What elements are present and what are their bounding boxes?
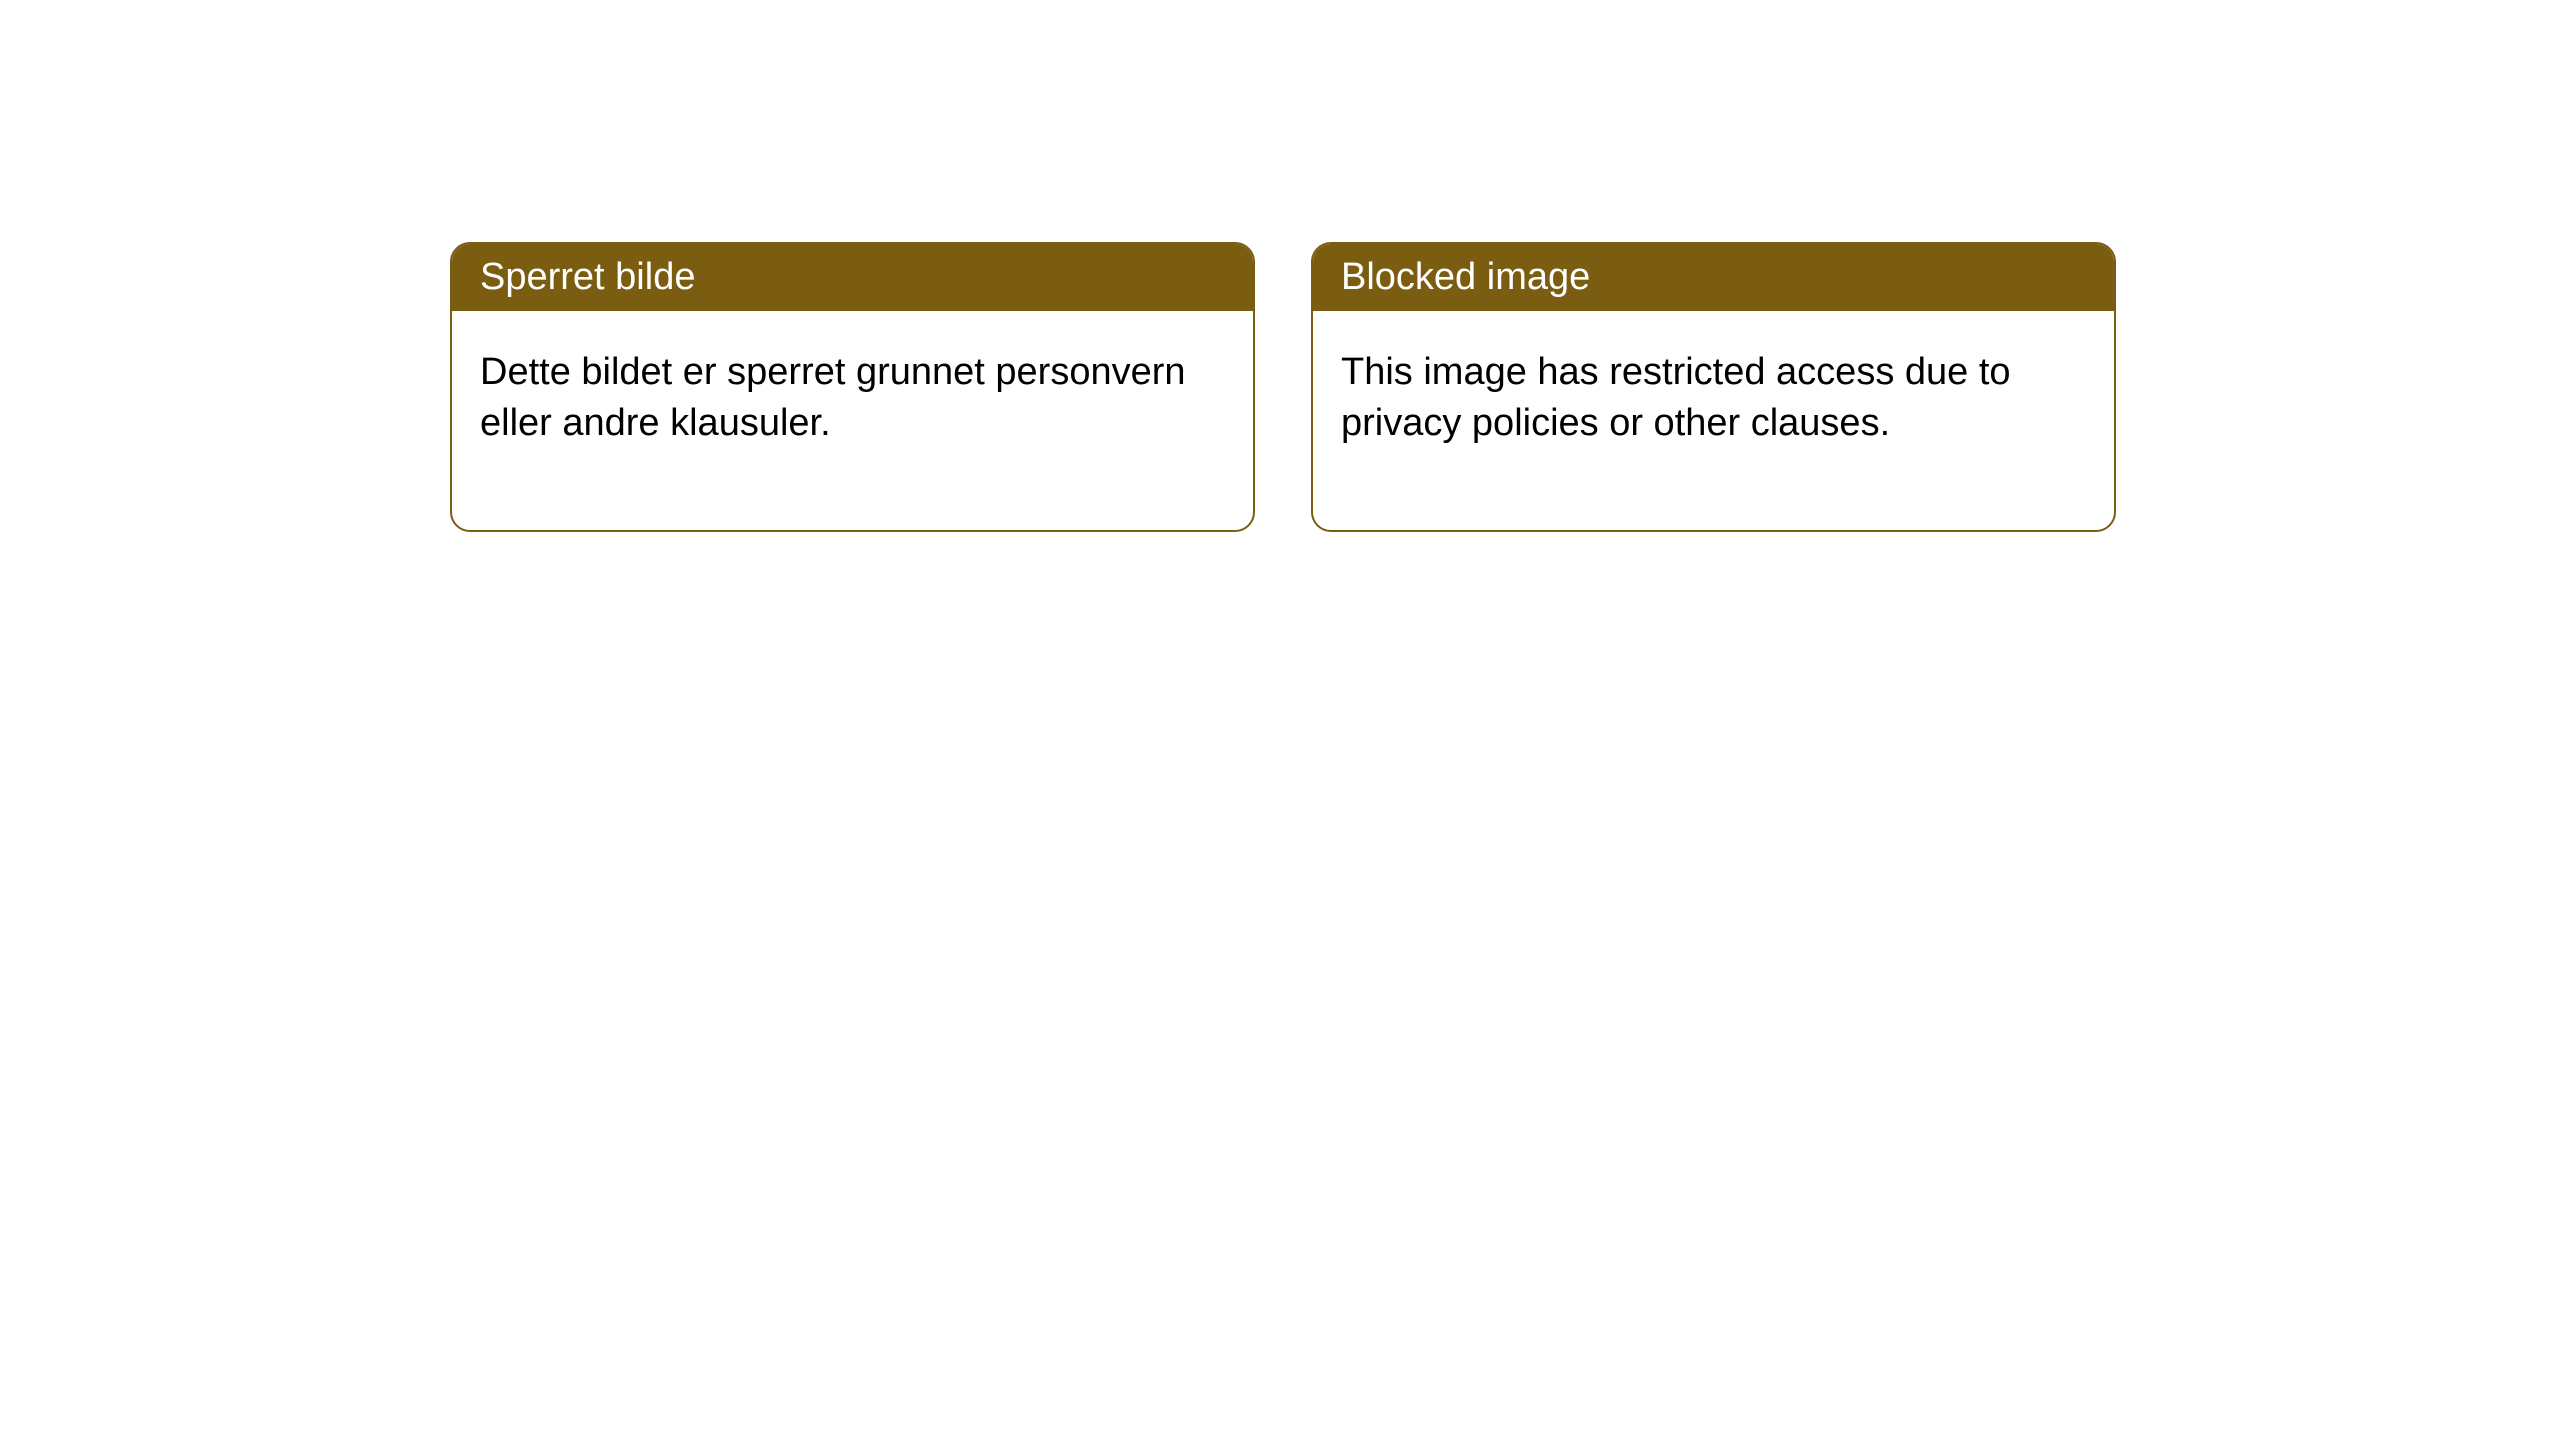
card-header-norwegian: Sperret bilde bbox=[452, 244, 1253, 311]
card-body-english: This image has restricted access due to … bbox=[1313, 311, 2114, 530]
card-body-norwegian: Dette bildet er sperret grunnet personve… bbox=[452, 311, 1253, 530]
card-header-english: Blocked image bbox=[1313, 244, 2114, 311]
notice-container: Sperret bilde Dette bildet er sperret gr… bbox=[0, 0, 2560, 532]
blocked-image-card-norwegian: Sperret bilde Dette bildet er sperret gr… bbox=[450, 242, 1255, 532]
blocked-image-card-english: Blocked image This image has restricted … bbox=[1311, 242, 2116, 532]
